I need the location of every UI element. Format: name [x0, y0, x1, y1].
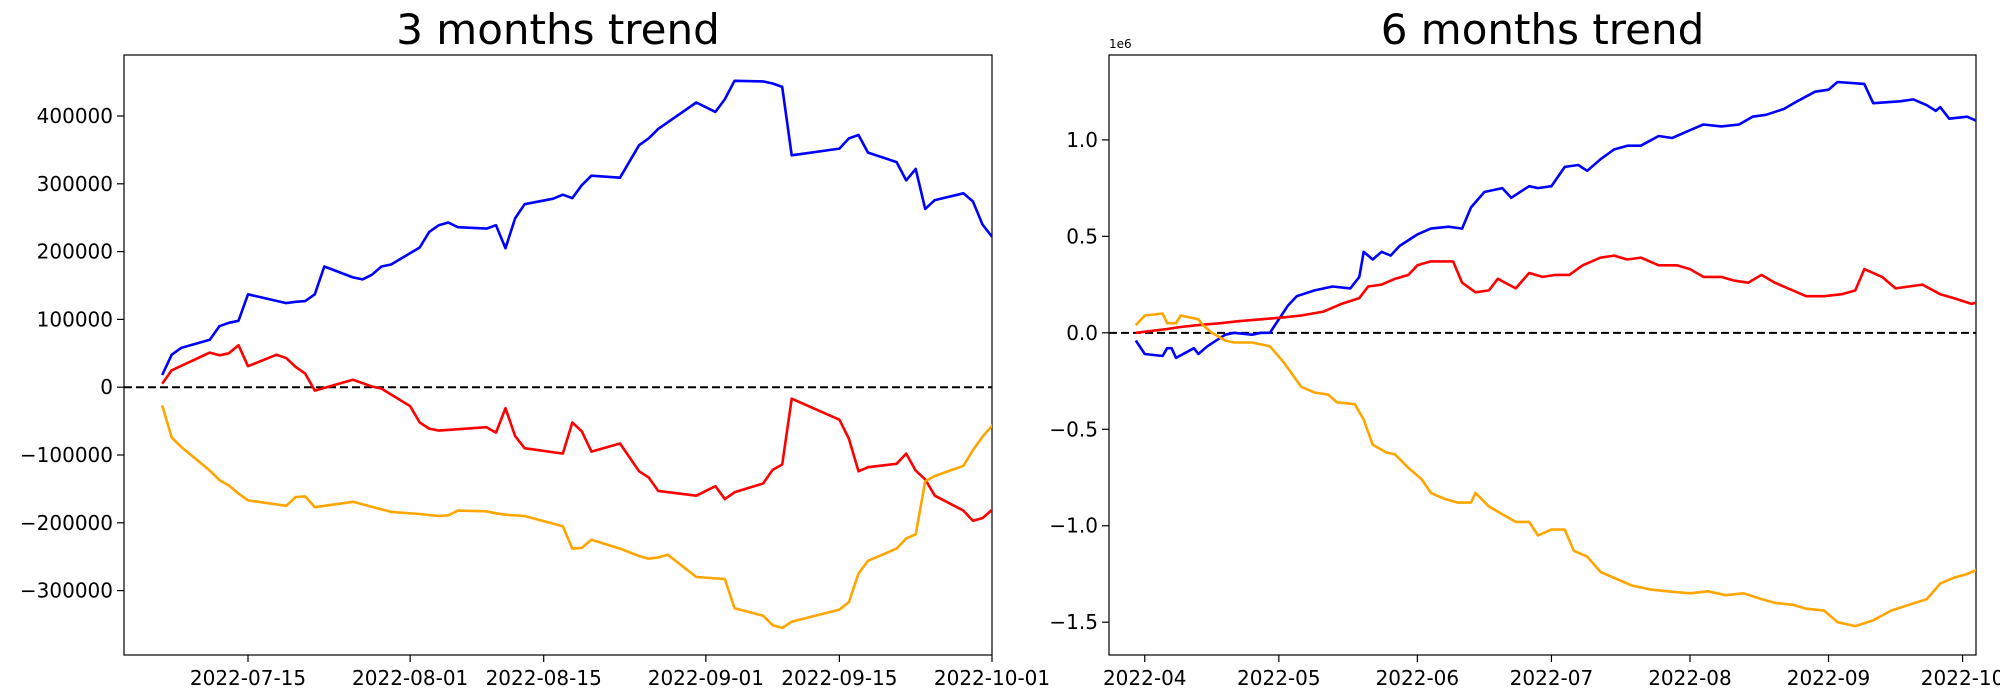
- y-tick-label: −1.0: [1049, 514, 1098, 538]
- x-tick-label: 2022-04: [1103, 666, 1187, 690]
- y-tick-label: −200000: [20, 511, 113, 535]
- x-tick-label: 2022-09-01: [648, 666, 764, 690]
- y-tick-label: −300000: [20, 579, 113, 603]
- y-tick-label: −1.5: [1049, 610, 1098, 634]
- chart-title: 3 months trend: [396, 5, 720, 54]
- series-line-1: [161, 79, 992, 376]
- plot-area-frame: [123, 54, 993, 656]
- y-tick-label: 300000: [37, 172, 113, 196]
- chart-3-months: 3 months trend 2022-07-15 2022-08-01 2022-0…: [20, 5, 1050, 690]
- y-tick-label: −0.5: [1049, 417, 1098, 441]
- chart-title: 6 months trend: [1381, 5, 1705, 54]
- y-tick-label: 0.5: [1066, 224, 1098, 248]
- x-tick-label: 2022-05: [1237, 666, 1321, 690]
- y-tick-label: 100000: [37, 307, 113, 331]
- chart-6-months: 6 months trend 2022-04 2022-05 2022-06 2022-…: [1049, 5, 2000, 690]
- series-line-2: [161, 343, 992, 523]
- y-tick-label: 0: [100, 375, 113, 399]
- x-tick-label: 2022-09: [1787, 666, 1871, 690]
- y-tick-label: 1.0: [1066, 128, 1098, 152]
- plot-area-frame: [1108, 54, 1977, 656]
- x-tick-label: 2022-09-15: [781, 666, 897, 690]
- x-tick-label: 2022-08-15: [486, 666, 602, 690]
- x-tick-label: 2022-07-15: [190, 666, 306, 690]
- y-tick-label: 0.0: [1066, 321, 1098, 345]
- y-tick-label: 400000: [37, 104, 113, 128]
- x-tick-label: 2022-06: [1376, 666, 1460, 690]
- series-line-3: [160, 405, 992, 630]
- x-tick-label: 2022-10-01: [934, 666, 1050, 690]
- x-tick-label: 2022-10: [1921, 666, 2000, 690]
- y-axis-offset-label: 1e6: [1109, 37, 1132, 51]
- y-tick-label: −100000: [20, 443, 113, 467]
- series-line-1: [1134, 80, 1976, 360]
- x-tick-label: 2022-08: [1648, 666, 1732, 690]
- x-tick-label: 2022-08-01: [352, 666, 468, 690]
- series-line-3: [1134, 312, 1976, 628]
- x-tick-label: 2022-07: [1510, 666, 1594, 690]
- series-line-2: [1135, 254, 1976, 335]
- y-tick-label: 200000: [37, 240, 113, 264]
